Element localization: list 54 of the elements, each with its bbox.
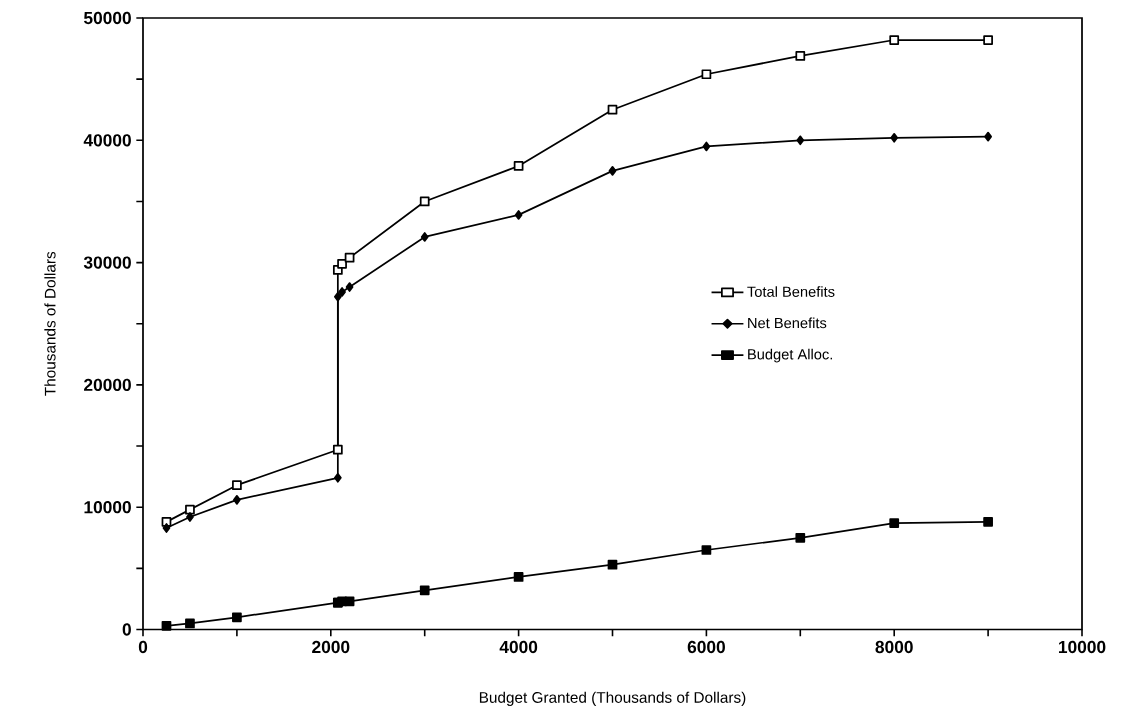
point bbox=[344, 252, 355, 263]
legend-label: Total Benefits bbox=[747, 286, 835, 297]
legend-label: Net Benefits bbox=[748, 317, 827, 329]
point bbox=[795, 51, 806, 61]
point bbox=[333, 472, 342, 483]
point bbox=[795, 532, 806, 543]
point bbox=[796, 135, 805, 146]
point bbox=[345, 282, 354, 292]
point bbox=[185, 504, 195, 515]
point bbox=[332, 444, 343, 455]
point bbox=[889, 35, 900, 45]
legend-label: Budget Alloc. bbox=[748, 348, 833, 363]
y-tick-label: 0 bbox=[122, 623, 131, 636]
x-axis-title: Budget Granted (Thousands of Dollars) bbox=[479, 691, 746, 706]
point bbox=[338, 287, 346, 297]
point bbox=[514, 210, 523, 220]
point bbox=[513, 572, 524, 582]
point bbox=[607, 104, 618, 115]
point bbox=[702, 141, 711, 152]
point bbox=[513, 161, 524, 171]
point bbox=[161, 620, 172, 631]
point bbox=[607, 559, 618, 570]
point bbox=[419, 585, 430, 596]
point bbox=[162, 523, 171, 533]
x-tick-label: 2000 bbox=[312, 640, 350, 654]
point bbox=[344, 596, 355, 607]
x-tick-label: 8000 bbox=[875, 640, 913, 654]
y-tick-label: 40000 bbox=[83, 134, 131, 147]
point bbox=[333, 291, 342, 302]
point bbox=[984, 131, 992, 142]
y-axis-title: Thousands of Dollars bbox=[44, 251, 56, 396]
y-tick-label: 20000 bbox=[84, 378, 131, 392]
point bbox=[232, 480, 242, 491]
x-tick-label: 10000 bbox=[1058, 640, 1106, 654]
y-tick-label: 50000 bbox=[83, 11, 131, 25]
point bbox=[983, 517, 993, 527]
point bbox=[420, 232, 429, 242]
point bbox=[186, 512, 194, 522]
x-tick-label: 4000 bbox=[499, 640, 538, 654]
point bbox=[233, 494, 241, 505]
point bbox=[890, 132, 899, 143]
x-tick-label: 6000 bbox=[687, 640, 725, 654]
point bbox=[337, 258, 347, 269]
point bbox=[185, 618, 195, 629]
point bbox=[701, 545, 712, 555]
point bbox=[983, 35, 993, 45]
point bbox=[889, 518, 900, 528]
x-tick-label: 0 bbox=[138, 640, 148, 654]
point bbox=[701, 69, 712, 80]
point bbox=[419, 196, 430, 207]
y-tick-label: 30000 bbox=[83, 256, 131, 269]
y-tick-label: 10000 bbox=[84, 501, 131, 514]
point bbox=[232, 612, 242, 623]
point bbox=[608, 166, 617, 176]
